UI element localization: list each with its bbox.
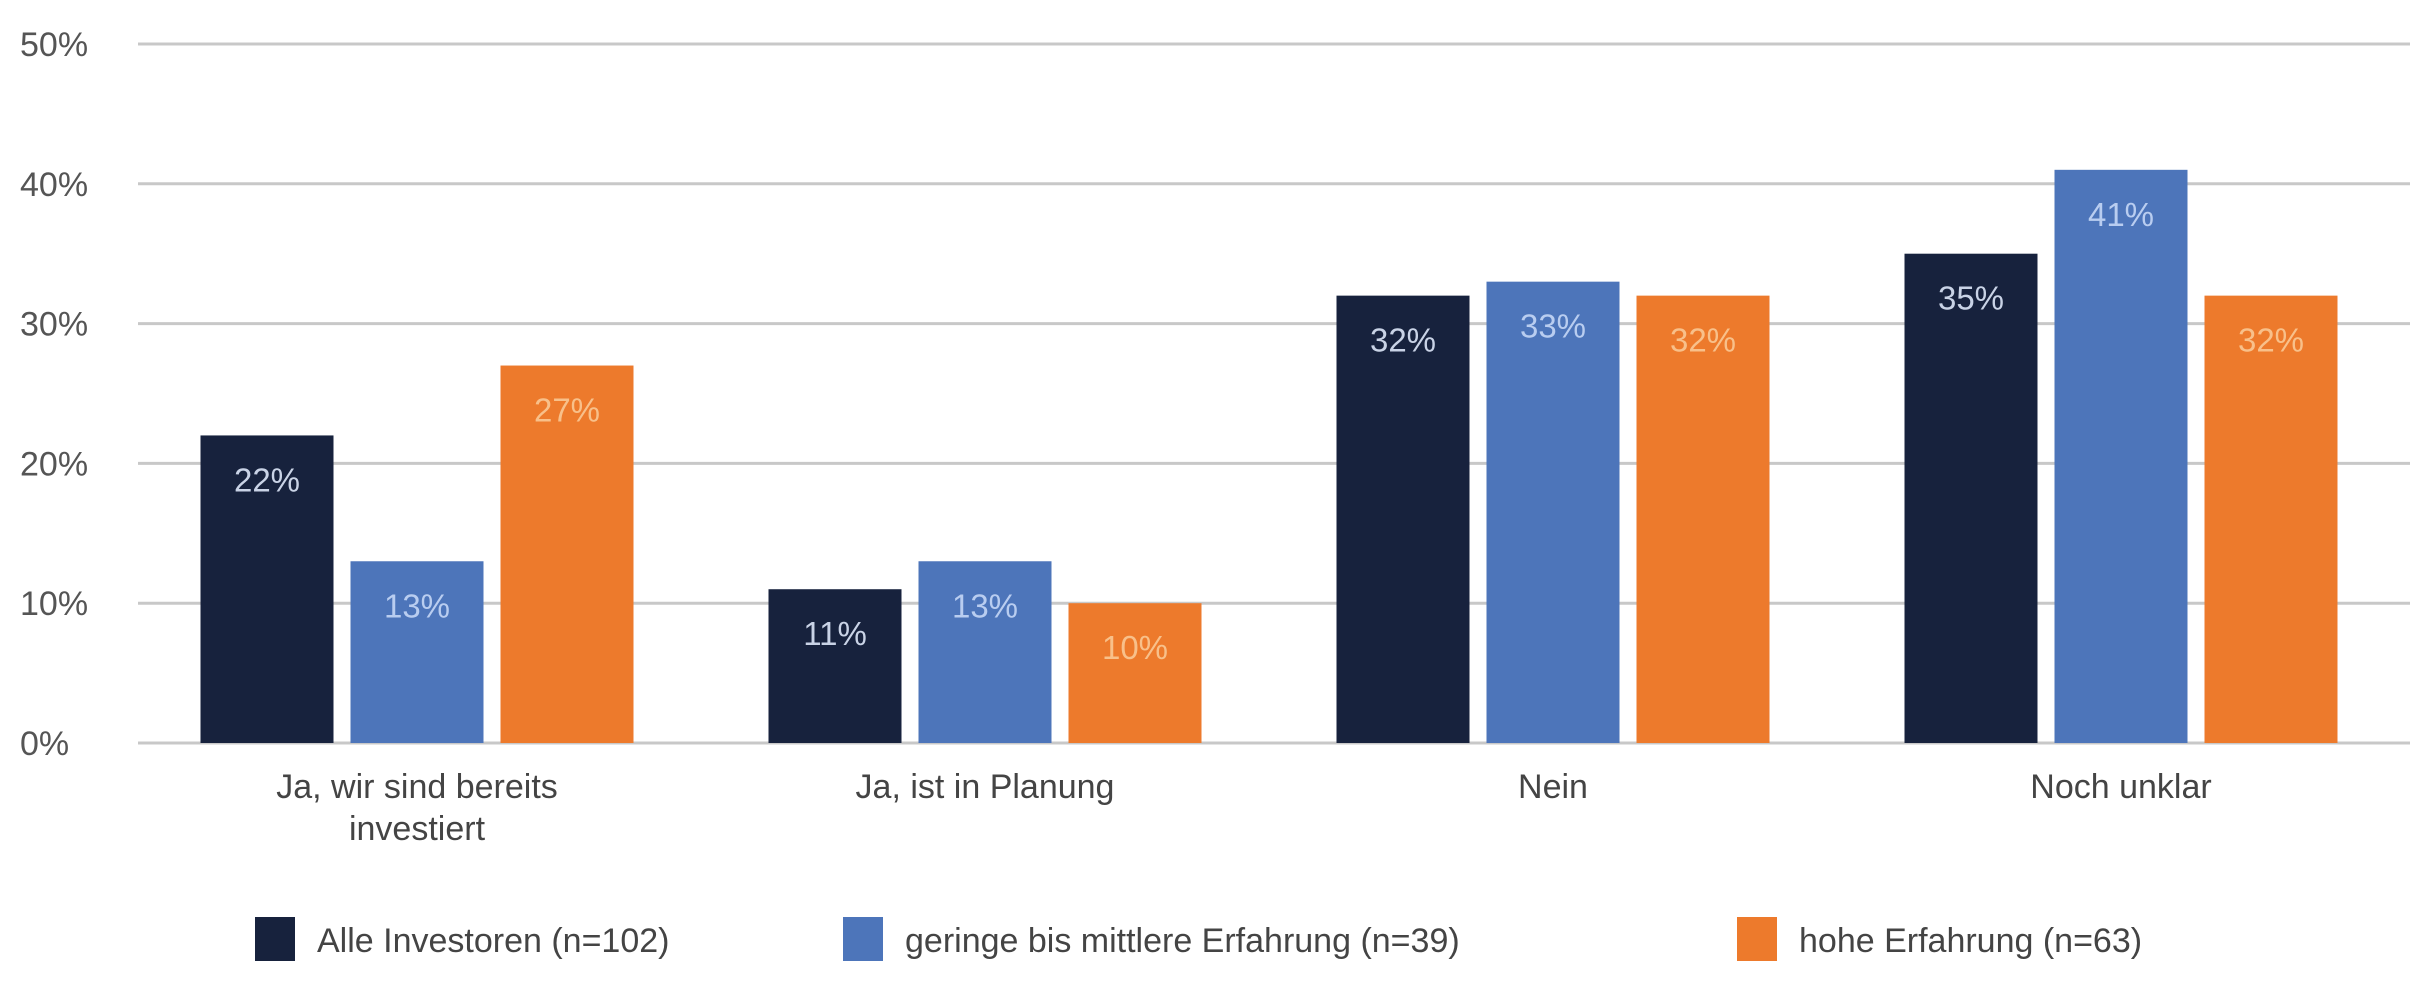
bar (1636, 295, 1770, 743)
legend-swatch (255, 917, 295, 961)
y-tick-label: 20% (20, 445, 88, 483)
bar (2204, 295, 2338, 743)
bar-data-label: 32% (1370, 322, 1436, 359)
y-tick-label: 10% (20, 585, 88, 623)
bar (1336, 295, 1470, 743)
x-category-label: investiert (349, 810, 486, 848)
y-tick-label: 40% (20, 166, 88, 204)
bar (1486, 281, 1620, 743)
legend-swatch (843, 917, 883, 961)
bar-data-label: 13% (952, 587, 1018, 624)
legend-swatch (1737, 917, 1777, 961)
bar-data-label: 22% (234, 461, 300, 498)
x-category-label: Nein (1518, 768, 1588, 806)
y-axis-tick-labels: 0% 10% 20% 30% 40% 50% (20, 26, 88, 763)
legend-item: hohe Erfahrung (n=63) (1737, 917, 2142, 961)
legend-label: geringe bis mittlere Erfahrung (n=39) (905, 922, 1460, 960)
x-category-label: Ja, wir sind bereits (276, 768, 558, 806)
legend-label: hohe Erfahrung (n=63) (1799, 922, 2142, 960)
y-tick-label: 30% (20, 306, 88, 344)
y-tick-label: 0% (20, 725, 69, 763)
x-axis-category-labels: Ja, wir sind bereits investiert Ja, ist in… (276, 768, 2211, 848)
bar-data-label: 32% (1670, 322, 1736, 359)
bar-data-label: 10% (1102, 629, 1168, 666)
bar (1068, 603, 1202, 743)
bar (500, 365, 634, 743)
bar (918, 561, 1052, 743)
legend-item: Alle Investoren (n=102) (255, 917, 669, 961)
bar (350, 561, 484, 743)
bar-data-label: 33% (1520, 308, 1586, 345)
bar-data-labels: 22% 13% 27% 11% 13% 10% 32% 33% 32% 35% 41% 32% (234, 196, 2304, 666)
x-category-label: Noch unklar (2030, 768, 2211, 806)
bars (200, 169, 2338, 743)
bar (768, 589, 902, 743)
bar (2054, 169, 2188, 743)
bar-data-label: 11% (803, 615, 867, 652)
legend: Alle Investoren (n=102) geringe bis mittl… (255, 917, 2142, 961)
bar-data-label: 35% (1938, 280, 2004, 317)
x-category-label: Ja, ist in Planung (856, 768, 1115, 806)
bar-data-label: 32% (2238, 322, 2304, 359)
bar-data-label: 13% (384, 587, 450, 624)
bar (200, 435, 334, 743)
bar (1904, 253, 2038, 743)
bar-data-label: 27% (534, 392, 600, 429)
bar-data-label: 41% (2088, 196, 2154, 233)
y-tick-label: 50% (20, 26, 88, 64)
legend-item: geringe bis mittlere Erfahrung (n=39) (843, 917, 1460, 961)
legend-label: Alle Investoren (n=102) (317, 922, 669, 960)
